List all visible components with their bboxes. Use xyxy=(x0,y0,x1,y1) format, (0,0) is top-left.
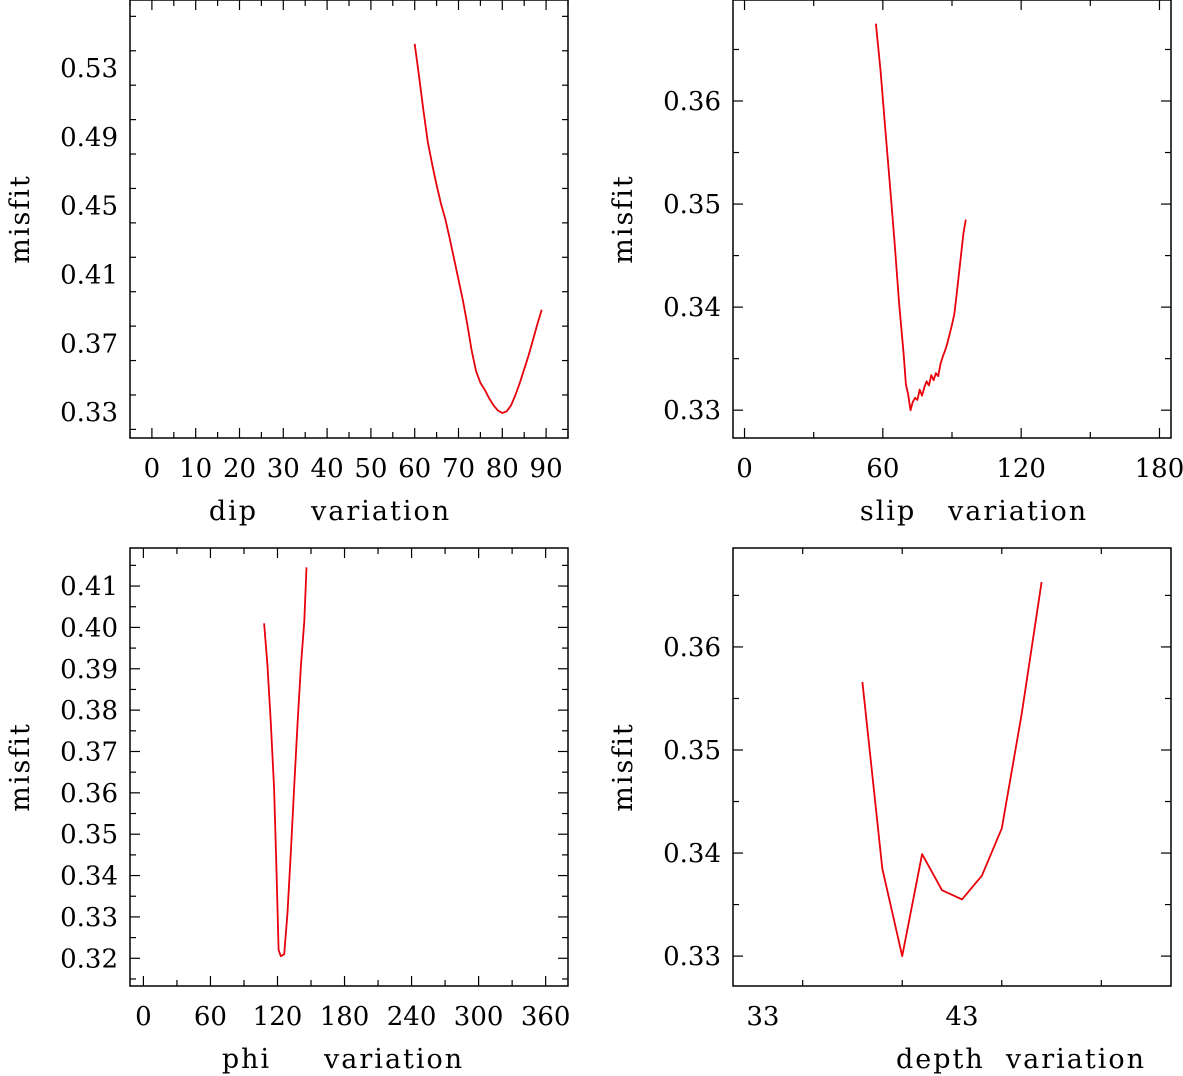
x-tick-label: 0 xyxy=(736,454,753,484)
x-tick-label: 40 xyxy=(311,454,344,484)
misfit-series-line xyxy=(861,581,1043,957)
x-axis-label: phi variation xyxy=(222,1044,464,1075)
misfit-series-line xyxy=(263,567,308,958)
y-tick-label: 0.33 xyxy=(60,903,118,933)
y-axis-label: misfit xyxy=(608,722,639,812)
x-tick-label: 20 xyxy=(223,454,256,484)
depth-variation-panel: 33 43 0.33 0.34 0.35 0.36 depth variation misfi… xyxy=(608,547,1172,1075)
y-tick-label: 0.39 xyxy=(60,655,118,685)
plot-frame xyxy=(732,0,1172,439)
y-tick-label: 0.36 xyxy=(663,633,721,663)
x-tick-label: 0 xyxy=(144,454,161,484)
x-tick-label: 30 xyxy=(267,454,300,484)
x-tick-label: 60 xyxy=(398,454,431,484)
phi-variation-panel: 0 60 120 180 240 300 360 0.32 0.33 0.34 0.35 0.36 0.… xyxy=(5,547,571,1075)
y-tick-label: 0.34 xyxy=(60,862,118,892)
x-tick-label: 180 xyxy=(320,1002,370,1032)
y-tick-label: 0.53 xyxy=(60,54,118,84)
y-tick-label: 0.35 xyxy=(663,736,721,766)
x-tick-label: 60 xyxy=(194,1002,227,1032)
y-tick-label: 0.32 xyxy=(60,944,118,974)
x-tick-label: 300 xyxy=(454,1002,504,1032)
x-tick-label: 43 xyxy=(945,1002,978,1032)
y-tick-label: 0.34 xyxy=(663,293,721,323)
y-axis-label: misfit xyxy=(5,174,36,264)
x-tick-label: 50 xyxy=(354,454,387,484)
x-tick-label: 360 xyxy=(521,1002,571,1032)
y-tick-label: 0.36 xyxy=(60,779,118,809)
y-tick-label: 0.36 xyxy=(663,87,721,117)
x-tick-label: 70 xyxy=(442,454,475,484)
x-tick-label: 120 xyxy=(253,1002,303,1032)
y-tick-label: 0.41 xyxy=(60,572,118,602)
x-tick-label: 33 xyxy=(746,1002,779,1032)
y-tick-label: 0.34 xyxy=(663,839,721,869)
plot-frame xyxy=(732,547,1172,987)
slip-variation-panel: 0 60 120 180 0.33 0.34 0.35 0.36 slip variation m… xyxy=(608,0,1183,527)
x-tick-label: 240 xyxy=(387,1002,437,1032)
plot-frame xyxy=(129,547,569,987)
dip-variation-panel: 0 10 20 30 40 50 60 70 80 90 0.33 0.37 0.41 0.45 0.49 0… xyxy=(5,0,569,527)
y-tick-label: 0.45 xyxy=(60,192,118,222)
x-tick-label: 60 xyxy=(866,454,899,484)
x-tick-label: 180 xyxy=(1135,454,1183,484)
x-tick-label: 80 xyxy=(486,454,519,484)
x-tick-label: 120 xyxy=(996,454,1046,484)
y-tick-label: 0.35 xyxy=(60,820,118,850)
x-tick-label: 90 xyxy=(530,454,563,484)
x-axis-label: dip variation xyxy=(209,496,451,527)
y-axis-label: misfit xyxy=(5,722,36,812)
plot-frame xyxy=(129,0,569,439)
x-axis-label: depth variation xyxy=(896,1044,1146,1075)
y-tick-label: 0.33 xyxy=(663,396,721,426)
y-tick-label: 0.37 xyxy=(60,329,118,359)
y-tick-label: 0.35 xyxy=(663,190,721,220)
misfit-series-line xyxy=(413,43,543,414)
y-tick-label: 0.49 xyxy=(60,123,118,153)
y-tick-label: 0.40 xyxy=(60,613,118,643)
y-axis-label: misfit xyxy=(608,174,639,264)
y-tick-label: 0.37 xyxy=(60,737,118,767)
y-tick-label: 0.38 xyxy=(60,696,118,726)
misfit-series-line xyxy=(875,23,967,412)
x-tick-label: 0 xyxy=(135,1002,152,1032)
y-tick-label: 0.33 xyxy=(60,398,118,428)
x-tick-label: 10 xyxy=(179,454,212,484)
y-tick-label: 0.33 xyxy=(663,942,721,972)
x-axis-label: slip variation xyxy=(860,496,1088,527)
y-tick-label: 0.41 xyxy=(60,261,118,291)
